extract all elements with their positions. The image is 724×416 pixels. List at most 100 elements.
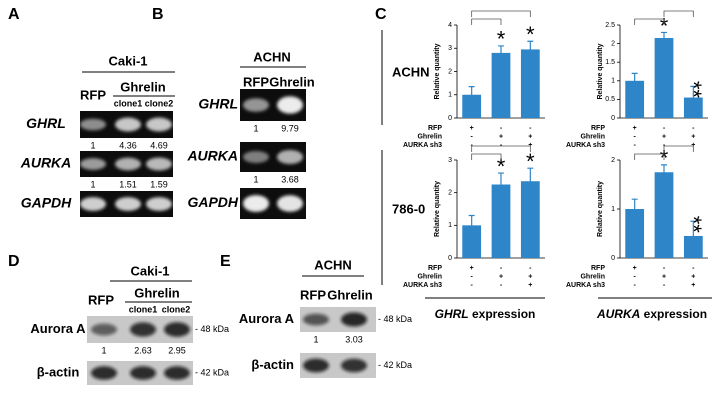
condition-mark: - [470, 282, 473, 289]
y-tick-label: 0 [611, 255, 615, 262]
y-tick-label: 0 [448, 115, 452, 122]
condition-mark: + [691, 282, 695, 289]
panel-label: A [8, 6, 20, 23]
condition-name: Ghrelin [417, 273, 442, 280]
band [243, 195, 269, 212]
panel-label: B [152, 6, 164, 23]
lane-label: Ghrelin [327, 287, 373, 302]
lane-label: Ghrelin [269, 74, 315, 89]
bracket [634, 18, 665, 25]
condition-mark: + [691, 142, 695, 149]
condition-mark: + [528, 142, 532, 149]
condition-mark: - [633, 133, 636, 140]
condition-name: AURKA sh3 [566, 282, 605, 289]
condition-mark: - [500, 282, 503, 289]
significance: * [660, 13, 669, 38]
significance: * [497, 27, 506, 52]
size-label: - 48 kDa [378, 314, 412, 324]
condition-mark: + [633, 125, 637, 132]
quant-label: 1.59 [150, 179, 168, 189]
suffix: expression [644, 307, 707, 321]
error-bar [527, 40, 534, 59]
condition-mark: - [500, 142, 503, 149]
cell-line: Caki-1 [108, 53, 147, 68]
error-bar [631, 198, 638, 220]
condition-mark: - [500, 125, 503, 132]
suffix: expression [472, 307, 535, 321]
condition-mark: + [528, 133, 532, 140]
y-tick-label: 2 [448, 190, 452, 197]
lane-label: Ghrelin [134, 285, 180, 300]
size-label: - 48 kDa [195, 324, 229, 334]
bar [491, 184, 511, 258]
bar [520, 49, 540, 118]
condition-name: AURKA sh3 [566, 142, 605, 149]
bracket [663, 145, 694, 152]
error-bar [498, 172, 504, 197]
error-bar [498, 45, 504, 61]
band [115, 197, 141, 211]
condition-name: Ghrelin [580, 133, 605, 140]
quant-label: 1 [253, 123, 258, 133]
bar [520, 181, 540, 258]
y-tick-label: 3 [448, 45, 452, 52]
panel-label: C [375, 6, 387, 23]
lane-label: clone2 [162, 304, 191, 314]
condition-name: AURKA sh3 [403, 142, 442, 149]
bar [462, 225, 482, 258]
condition-mark: - [529, 265, 532, 272]
lane-label: RFP [243, 74, 269, 89]
bracket [471, 10, 531, 17]
y-axis-label: Relative quantity [434, 181, 441, 237]
column-label: GHRL expression [435, 307, 536, 321]
bracket [471, 153, 502, 160]
quant-label: 1 [313, 334, 318, 344]
condition-name: RFP [591, 125, 605, 132]
condition-name: Ghrelin [417, 133, 442, 140]
bracket [471, 145, 531, 152]
band [130, 322, 156, 337]
lane-label: RFP [88, 292, 114, 307]
y-tick-label: 1 [448, 222, 452, 229]
quant-label: 1.51 [119, 179, 137, 189]
cell-line: ACHN [253, 49, 291, 64]
condition-mark: - [692, 125, 695, 132]
quant-label: 3.68 [281, 174, 299, 184]
condition-mark: + [470, 125, 474, 132]
band [91, 366, 117, 380]
lane-label: RFP [300, 287, 326, 302]
row-label: ACHN [392, 64, 430, 79]
significance: ** [681, 81, 706, 99]
band [303, 358, 329, 373]
band [115, 117, 141, 132]
y-tick-label: 1.5 [605, 59, 615, 66]
band [277, 195, 303, 212]
band [243, 151, 269, 163]
quant-label: 1 [101, 345, 106, 355]
error-bar [468, 214, 475, 236]
panel-label: E [220, 253, 231, 270]
y-tick-label: 2 [611, 40, 615, 47]
band [115, 157, 141, 171]
error-bar [661, 31, 667, 45]
protein-label: Aurora A [30, 321, 86, 336]
error-bar [631, 72, 638, 89]
condition-mark: + [499, 273, 503, 280]
lane-label: Ghrelin [120, 79, 166, 94]
band [164, 322, 190, 337]
y-tick-label: 4 [448, 22, 452, 29]
condition-mark: - [470, 273, 473, 280]
y-axis-label: Relative quantity [597, 43, 604, 99]
lane-label: clone1 [129, 304, 158, 314]
gene-label: AURKA [186, 148, 238, 164]
condition-mark: - [500, 265, 503, 272]
condition-mark: - [663, 142, 666, 149]
condition-mark: - [663, 125, 666, 132]
quant-label: 1 [90, 140, 95, 150]
condition-mark: - [633, 273, 636, 280]
condition-name: RFP [428, 265, 442, 272]
condition-mark: + [691, 273, 695, 280]
error-bar [527, 167, 534, 195]
size-label: - 42 kDa [378, 360, 412, 370]
bracket [471, 18, 502, 25]
